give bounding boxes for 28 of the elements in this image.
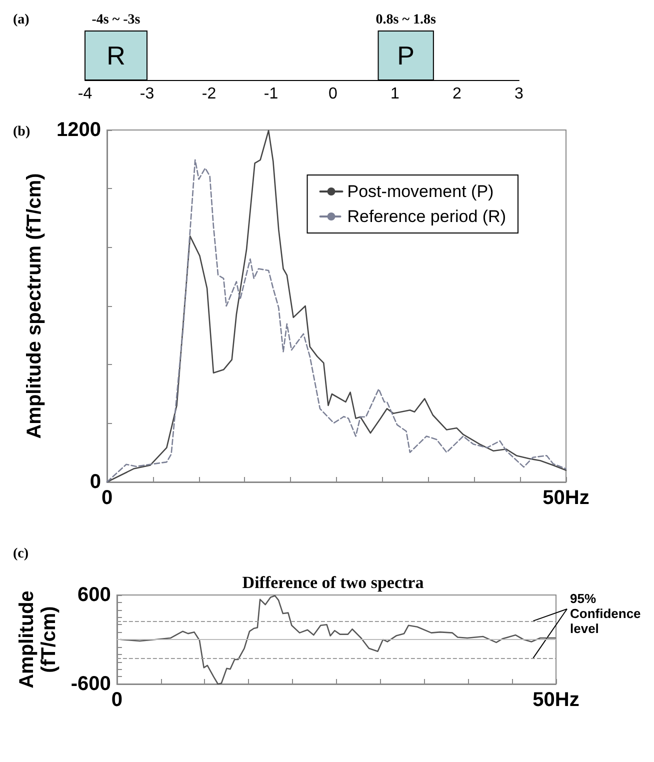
- legend-label: Post-movement (P): [347, 182, 494, 201]
- x-tick-label: -1: [264, 86, 278, 102]
- chart-title: (a): [13, 12, 30, 28]
- y-tick-label: 1200: [56, 119, 101, 141]
- x-tick-label: 50Hz: [532, 689, 580, 711]
- chart-subtitle: Difference of two spectra: [242, 573, 424, 592]
- annotation: 0.8s ~ 1.8s: [376, 12, 436, 28]
- x-tick-label: 1: [390, 86, 400, 102]
- y-axis-title: Amplitude (fT/cm): [16, 590, 60, 688]
- x-tick-label: 2: [452, 86, 462, 102]
- chart-title: (b): [13, 124, 30, 140]
- legend-label: Reference period (R): [347, 207, 506, 226]
- x-tick-label: -3: [140, 86, 154, 102]
- series-label: P: [397, 40, 415, 70]
- x-tick-label: 3: [514, 86, 524, 102]
- y-tick-label: 0: [90, 471, 101, 493]
- x-tick-label: 50Hz: [542, 487, 590, 509]
- chart-title: (c): [13, 546, 29, 562]
- line-series: [120, 595, 556, 685]
- y-tick-label: -600: [70, 673, 111, 695]
- x-tick-label: -4: [78, 86, 92, 102]
- y-tick-label: 600: [78, 584, 111, 606]
- annotation: 95% Confidence level: [570, 591, 644, 636]
- x-tick-label: 0: [328, 86, 338, 102]
- series-label: R: [106, 40, 126, 70]
- x-tick-label: -2: [202, 86, 216, 102]
- y-axis-title: Amplitude spectrum (fT/cm): [24, 173, 46, 439]
- annotation: -4s ~ -3s: [92, 12, 141, 28]
